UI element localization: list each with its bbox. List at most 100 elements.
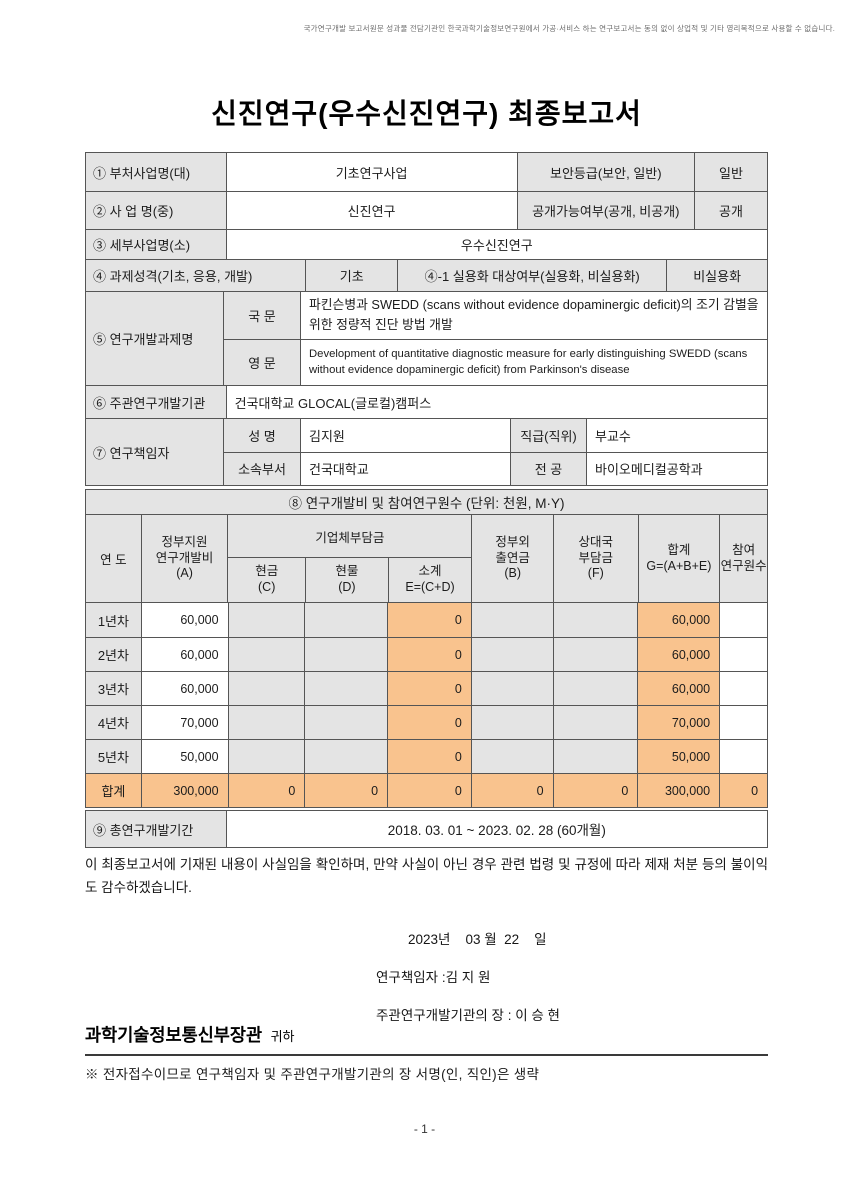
table-row: ③ 세부사업명(소) 우수신진연구 — [86, 229, 767, 259]
table-row: ② 사 업 명(중) 신진연구 공개가능여부(공개, 비공개) 공개 — [86, 191, 767, 229]
total-cell: 50,000 — [637, 740, 720, 773]
researchers-cell — [719, 740, 767, 773]
header-company: 기업체부담금 — [228, 515, 472, 558]
table-row: ① 부처사업명(대) 기초연구사업 보안등급(보안, 일반) 일반 — [86, 153, 767, 191]
lead-institution-label: ⑥ 주관연구개발기관 — [86, 386, 226, 418]
electronic-submission-note: ※ 전자접수이므로 연구책임자 및 주관연구개발기관의 장 서명(인, 직인)은… — [85, 1067, 540, 1082]
partner-cell — [552, 706, 638, 739]
inkind-cell — [304, 672, 388, 705]
korean-title-row: 국 문 파킨슨병과 SWEDD (scans without evidence … — [224, 292, 767, 339]
document-title: 신진연구(우수신진연구) 최종보고서 — [211, 98, 642, 129]
cash-cell: 0 — [227, 774, 305, 807]
header-researchers: 참여 연구원수 — [719, 515, 767, 602]
researchers-cell — [719, 603, 767, 637]
korean-title-label: 국 문 — [224, 292, 300, 339]
signature-pi: 연구책임자 :김 지 원 — [376, 970, 491, 985]
disclosure-label: 공개가능여부(공개, 비공개) — [516, 192, 694, 229]
researchers-cell — [719, 672, 767, 705]
project-title-label: ⑤ 연구개발과제명 — [86, 292, 223, 385]
total-cell: 70,000 — [637, 706, 720, 739]
period-value: 2018. 03. 01 ~ 2023. 02. 28 (60개월) — [225, 811, 767, 847]
cash-cell — [227, 706, 305, 739]
security-level-label: 보안등급(보안, 일반) — [516, 153, 694, 191]
inkind-cell — [304, 603, 388, 637]
year-cell: 2년차 — [86, 638, 141, 671]
commercialization-value: 비실용화 — [666, 260, 767, 291]
project-title-stack: 국 문 파킨슨병과 SWEDD (scans without evidence … — [223, 292, 767, 385]
inkind-cell — [304, 638, 388, 671]
recipient-name: 과학기술정보통신부장관 — [85, 1025, 263, 1045]
pi-dept-value: 건국대학교 — [300, 452, 510, 485]
year-cell: 1년차 — [86, 603, 141, 637]
subtotal-cell: 0 — [387, 740, 471, 773]
header-subtotal: 소계 E=(C+D) — [387, 558, 472, 602]
header-gov-fund: 정부지원 연구개발비 (A) — [140, 515, 228, 602]
year-cell: 4년차 — [86, 706, 141, 739]
header-year: 연 도 — [86, 515, 141, 602]
nongov-cell — [470, 706, 553, 739]
header-company-group: 기업체부담금 현금 (C) 현물 (D) 소계 E=(C+D) — [227, 515, 472, 602]
budget-section-title: ⑧ 연구개발비 및 참여연구원수 (단위: 천원, M·Y) — [86, 490, 767, 515]
budget-row-year4: 4년차 70,000 0 70,000 — [86, 705, 767, 739]
gov-fund-cell: 60,000 — [140, 603, 228, 637]
budget-row-year1: 1년차 60,000 0 60,000 — [86, 603, 767, 637]
header-cash: 현금 (C) — [228, 558, 306, 602]
subtotal-cell: 0 — [387, 672, 471, 705]
inkind-cell — [304, 740, 388, 773]
budget-table: ⑧ 연구개발비 및 참여연구원수 (단위: 천원, M·Y) 연 도 정부지원 … — [85, 489, 768, 808]
nongov-cell — [470, 740, 553, 773]
ministry-program-label: ① 부처사업명(대) — [86, 153, 226, 191]
cash-cell — [227, 603, 305, 637]
partner-cell — [552, 638, 638, 671]
nongov-cell — [470, 603, 553, 637]
pi-name-row: 성 명 김지원 직급(직위) 부교수 — [224, 419, 767, 452]
copyright-disclaimer: 국가연구개발 보고서원문 성과물 전담기관인 한국과학기술정보연구원에서 가공·… — [303, 24, 835, 33]
header-company-subrow: 현금 (C) 현물 (D) 소계 E=(C+D) — [228, 558, 472, 602]
budget-header-row: 연 도 정부지원 연구개발비 (A) 기업체부담금 현금 (C) 현물 (D) … — [86, 515, 767, 603]
budget-row-year3: 3년차 60,000 0 60,000 — [86, 671, 767, 705]
header-inkind: 현물 (D) — [305, 558, 388, 602]
english-title-row: 영 문 Development of quantitative diagnost… — [224, 338, 767, 385]
pi-major-label: 전 공 — [510, 452, 586, 485]
program-name-value: 신진연구 — [225, 192, 517, 229]
cash-cell — [227, 638, 305, 671]
budget-row-total: 합계 300,000 0 0 0 0 0 300,000 0 — [86, 773, 768, 807]
signature-date: 2023년 03 월 22 일 — [408, 932, 547, 947]
budget-row-year2: 2년차 60,000 0 60,000 — [86, 637, 767, 671]
recipient-block: 과학기술정보통신부장관 귀하 — [85, 1022, 768, 1056]
inkind-cell — [304, 706, 388, 739]
header-total: 합계 G=(A+B+E) — [637, 515, 720, 602]
period-row: ⑨ 총연구개발기간 2018. 03. 01 ~ 2023. 02. 28 (6… — [86, 811, 767, 847]
pi-dept-label: 소속부서 — [224, 452, 300, 485]
total-cell: 60,000 — [637, 603, 720, 637]
year-cell: 3년차 — [86, 672, 141, 705]
project-info-table: ① 부처사업명(대) 기초연구사업 보안등급(보안, 일반) 일반 ② 사 업 … — [85, 152, 768, 486]
year-cell: 합계 — [86, 774, 141, 807]
signature-institution-head: 주관연구개발기관의 장 : 이 승 현 — [376, 1008, 560, 1023]
subtotal-cell: 0 — [387, 603, 471, 637]
nongov-cell — [470, 672, 553, 705]
pi-name-value: 김지원 — [300, 419, 510, 452]
period-label: ⑨ 총연구개발기간 — [86, 811, 226, 847]
gov-fund-cell: 300,000 — [140, 774, 228, 807]
subtotal-cell: 0 — [387, 706, 471, 739]
pi-rank-value: 부교수 — [586, 419, 767, 452]
pi-major-value: 바이오메디컬공학과 — [586, 452, 767, 485]
total-cell: 60,000 — [637, 672, 720, 705]
nongov-cell — [470, 638, 553, 671]
korean-title-value: 파킨슨병과 SWEDD (scans without evidence dopa… — [300, 292, 767, 339]
gov-fund-cell: 70,000 — [140, 706, 228, 739]
pi-rank-label: 직급(직위) — [510, 419, 586, 452]
gov-fund-cell: 60,000 — [140, 672, 228, 705]
partner-cell — [552, 603, 638, 637]
researchers-cell: 0 — [719, 774, 768, 807]
english-title-label: 영 문 — [224, 339, 300, 385]
subtotal-cell: 0 — [387, 774, 471, 807]
disclosure-value: 공개 — [694, 192, 767, 229]
researchers-cell — [719, 706, 767, 739]
principal-investigator-label: ⑦ 연구책임자 — [86, 419, 223, 485]
subprogram-value: 우수신진연구 — [225, 230, 767, 259]
inkind-cell: 0 — [304, 774, 388, 807]
page-number: - 1 - — [413, 1122, 436, 1136]
